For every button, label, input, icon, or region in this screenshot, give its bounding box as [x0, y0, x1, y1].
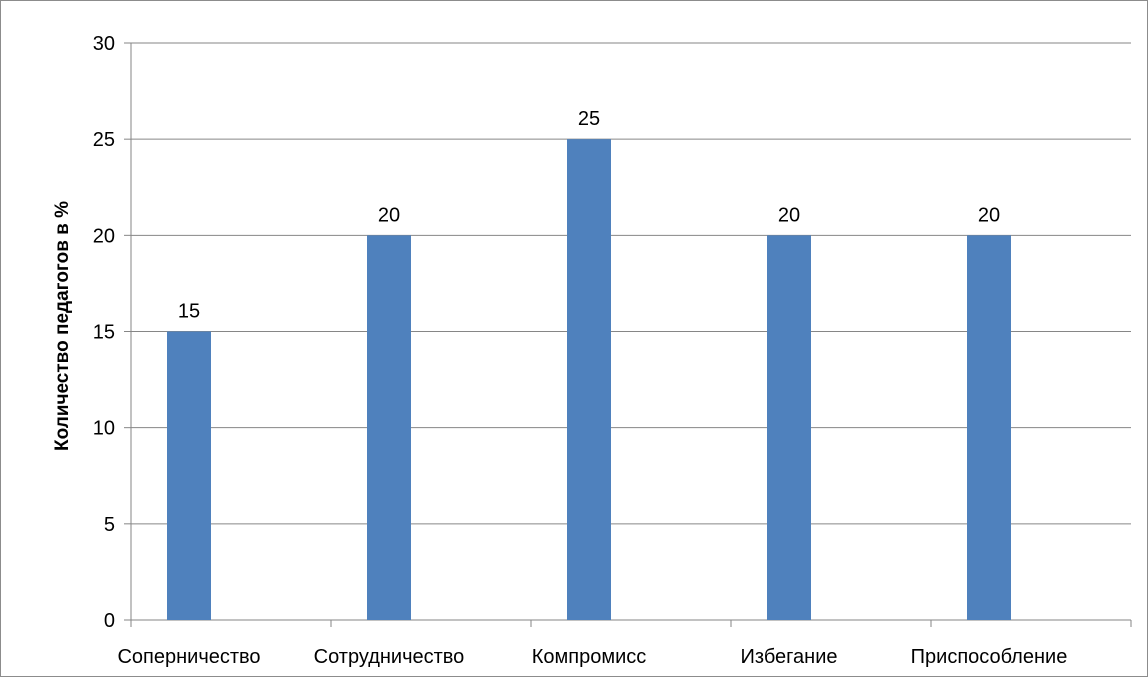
y-tick-label: 30: [93, 33, 115, 55]
data-labels: 15 20 25 20 20: [178, 108, 1000, 322]
x-tick-label: Компромисс: [532, 646, 647, 668]
x-tick-label: Избегание: [741, 646, 838, 668]
y-tick-label: 20: [93, 225, 115, 247]
x-tick-labels: Соперничество Сотрудничество Компромисс Изб…: [117, 646, 1067, 668]
bar: [367, 235, 411, 621]
y-tick-label: 15: [93, 322, 115, 344]
bar: [767, 235, 811, 621]
y-tick-label: 25: [93, 129, 115, 151]
x-tick-label: Сотрудничество: [314, 646, 465, 668]
data-label: 25: [578, 108, 600, 130]
bars: [167, 139, 1011, 621]
bar: [167, 331, 211, 620]
bar: [567, 139, 611, 620]
data-label: 20: [978, 204, 1000, 226]
gridlines: [131, 42, 1131, 525]
y-tick-label: 0: [104, 610, 115, 632]
x-tick-label: Соперничество: [117, 646, 260, 668]
y-tick-labels: 0 5 10 15 20 25 30: [93, 33, 115, 632]
x-tick-label: Приспособление: [911, 646, 1068, 668]
axes: [124, 42, 1132, 627]
data-label: 20: [378, 204, 400, 226]
y-tick-label: 10: [93, 418, 115, 440]
data-label: 20: [778, 204, 800, 226]
y-axis-title: Количество педагогов в %: [52, 201, 73, 451]
y-tick-label: 5: [104, 514, 115, 536]
bar: [967, 235, 1011, 621]
data-label: 15: [178, 301, 200, 323]
